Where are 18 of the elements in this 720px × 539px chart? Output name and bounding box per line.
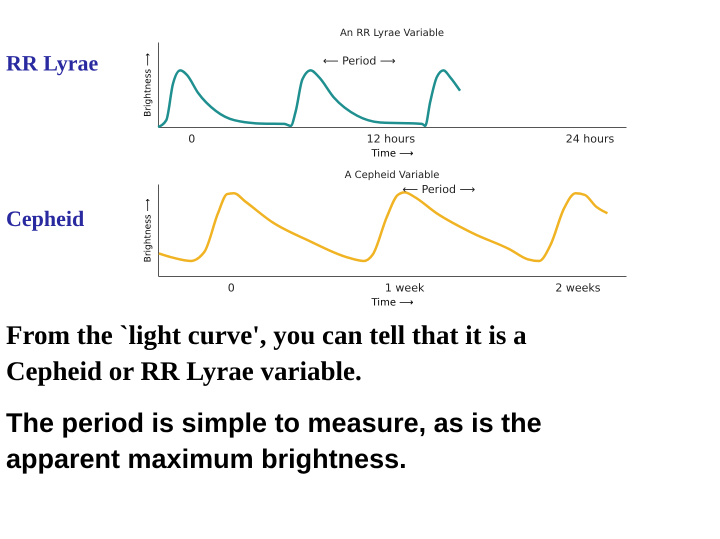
text: From the `light curve', you can tell that it is a Cepheid or RR Lyrae variable. [6,320,528,386]
x-tick-label: 12 hours [366,132,416,146]
text: The period is simple to measure, as is the apparent maximum brightness. [6,408,542,474]
x-tick-label: 0 [188,132,196,146]
y-axis-title: Brightness ⟶ [144,198,154,262]
chart-title: An RR Lyrae Variable [340,28,444,39]
chart-title: A Cepheid Variable [344,170,440,181]
text: ⟵ Period ⟶ [322,54,396,68]
annotation: ⟵ Period ⟶ [402,183,476,196]
x-axis-title: Time ⟶ [370,298,414,308]
x-tick-label: 24 hours [566,132,614,146]
x-tick-label: 2 weeks [555,282,601,294]
x-axis-title: Time ⟶ [370,148,414,160]
x-tick-label: 1 week [384,282,425,294]
text: Cepheid [6,206,84,231]
y-axis-title: Brightness ⟶ [144,53,154,117]
x-tick-label: 0 [228,282,235,294]
text: RR Lyrae [6,50,98,76]
